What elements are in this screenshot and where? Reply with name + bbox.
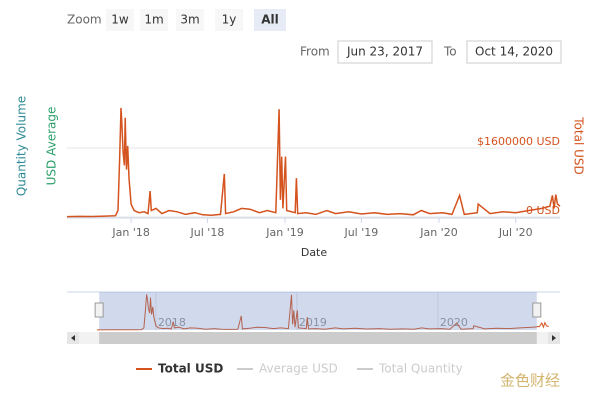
x-tick-label: Jan '18	[111, 226, 149, 239]
from-input[interactable]	[337, 40, 433, 64]
range-button[interactable]	[254, 9, 286, 31]
scrollbar-arrow	[552, 335, 556, 341]
x-tick-label: Jan '20	[419, 226, 457, 239]
from-label: From	[300, 45, 330, 59]
to-value[interactable]: Oct 14, 2020	[475, 45, 553, 59]
x-tick-label: Jul '19	[343, 226, 378, 239]
scrollbar-thumb[interactable]	[99, 332, 537, 344]
from-value[interactable]: Jun 23, 2017	[346, 45, 423, 59]
navigator-tick-label: 2020	[440, 316, 468, 329]
legend-label[interactable]: Total USD	[158, 362, 223, 376]
to-input[interactable]	[466, 40, 562, 64]
range-button[interactable]	[215, 9, 243, 31]
range-button-label[interactable]: All	[261, 13, 279, 27]
navigator-line	[97, 294, 549, 331]
zoom-label: Zoom	[67, 13, 102, 27]
series-line	[66, 107, 561, 218]
watermark: 金色财经	[500, 372, 560, 390]
y-tick-label: $1600000 USD	[477, 135, 560, 148]
range-button-label[interactable]: 1w	[111, 13, 129, 27]
scrollbar-arrow	[71, 335, 75, 341]
y-tick-label: 0 USD	[526, 204, 560, 217]
range-button[interactable]	[176, 9, 204, 31]
range-button-label[interactable]: 3m	[180, 13, 199, 27]
x-tick-label: Jan '19	[265, 226, 303, 239]
range-button[interactable]	[140, 9, 168, 31]
navigator-mask[interactable]	[99, 292, 537, 330]
x-axis-title: Date	[301, 246, 328, 259]
legend-label[interactable]: Total Quantity	[378, 362, 463, 376]
x-tick-label: Jul '20	[498, 226, 533, 239]
x-tick-label: Jul '18	[190, 226, 225, 239]
navigator-tick-label: 2019	[299, 316, 327, 329]
y2-axis-title: Total USD	[572, 116, 586, 174]
navigator-handle[interactable]	[94, 302, 104, 318]
range-button-label[interactable]: 1y	[222, 13, 237, 27]
y-axis-title: Quantity Volume	[15, 96, 29, 196]
to-label: To	[443, 45, 457, 59]
navigator-handle[interactable]	[532, 302, 542, 318]
legend-label[interactable]: Average USD	[259, 362, 338, 376]
range-button-label[interactable]: 1m	[144, 13, 163, 27]
navigator-tick-label: 2018	[158, 316, 186, 329]
range-button[interactable]	[106, 9, 134, 31]
y-axis-title: USD Average	[45, 107, 59, 186]
